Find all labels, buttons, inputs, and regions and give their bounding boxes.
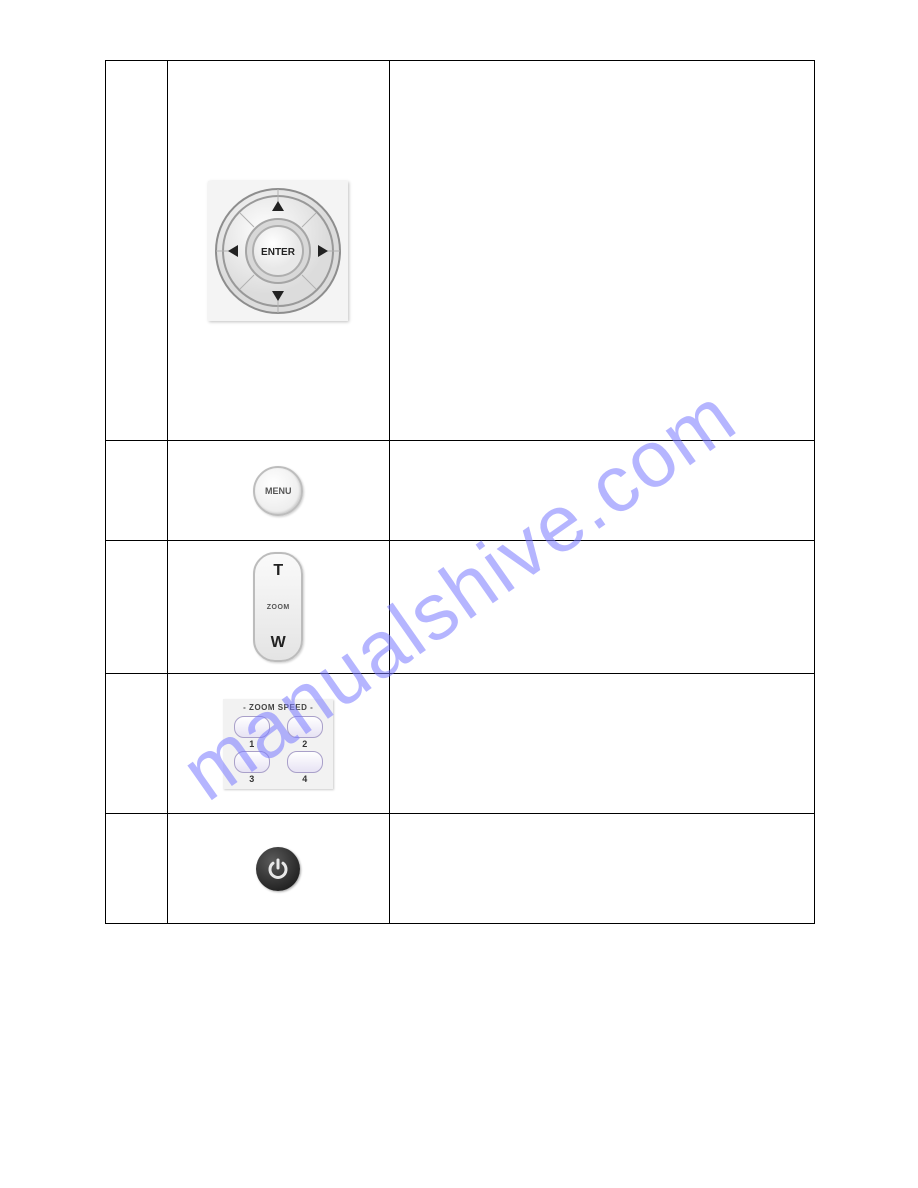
cell-left: [106, 814, 168, 924]
zoom-speed-button: [287, 716, 323, 738]
zoom-speed-cell: 4: [282, 751, 327, 784]
cell-left: [106, 674, 168, 814]
cell-icon: ENTER: [167, 61, 389, 441]
cell-left: [106, 541, 168, 674]
table-row: [106, 814, 815, 924]
cell-left: [106, 441, 168, 541]
table-row: T ZOOM W: [106, 541, 815, 674]
zoom-speed-grid: 1 2 3 4: [229, 716, 327, 784]
cell-desc: [389, 441, 814, 541]
zoom-speed-number: 3: [249, 774, 254, 784]
dpad-center-label: ENTER: [261, 247, 296, 258]
zoom-mid-label: ZOOM: [267, 604, 290, 611]
table-row: ENTER: [106, 61, 815, 441]
cell-icon: T ZOOM W: [167, 541, 389, 674]
cell-desc: [389, 61, 814, 441]
cell-icon: MENU: [167, 441, 389, 541]
cell-icon: [167, 814, 389, 924]
zoom-speed-cell: 1: [229, 716, 274, 749]
dpad-icon: ENTER: [214, 187, 342, 315]
cell-desc: [389, 541, 814, 674]
power-icon: [266, 857, 290, 881]
zoom-speed-cell: 2: [282, 716, 327, 749]
zoom-speed-title: - ZOOM SPEED -: [229, 703, 327, 712]
table-row: - ZOOM SPEED - 1 2 3: [106, 674, 815, 814]
menu-button-label: MENU: [265, 486, 292, 496]
zoom-speed-number: 4: [302, 774, 307, 784]
cell-desc: [389, 674, 814, 814]
zoom-speed-button: [287, 751, 323, 773]
zoom-speed-button: [234, 751, 270, 773]
zoom-speed-panel-icon: - ZOOM SPEED - 1 2 3: [223, 699, 333, 789]
cell-icon: - ZOOM SPEED - 1 2 3: [167, 674, 389, 814]
zoom-tele-label: T: [273, 562, 283, 580]
cell-left: [106, 61, 168, 441]
table-row: MENU: [106, 441, 815, 541]
document-page: ENTER MENU T ZOOM W: [0, 0, 918, 1188]
zoom-speed-number: 2: [302, 739, 307, 749]
power-button-icon: [256, 847, 300, 891]
zoom-speed-cell: 3: [229, 751, 274, 784]
cell-desc: [389, 814, 814, 924]
zoom-speed-button: [234, 716, 270, 738]
zoom-rocker-icon: T ZOOM W: [253, 552, 303, 662]
controls-table: ENTER MENU T ZOOM W: [105, 60, 815, 924]
menu-button-icon: MENU: [253, 466, 303, 516]
zoom-wide-label: W: [271, 634, 286, 652]
zoom-speed-number: 1: [249, 739, 254, 749]
dpad-tile: ENTER: [208, 181, 348, 321]
